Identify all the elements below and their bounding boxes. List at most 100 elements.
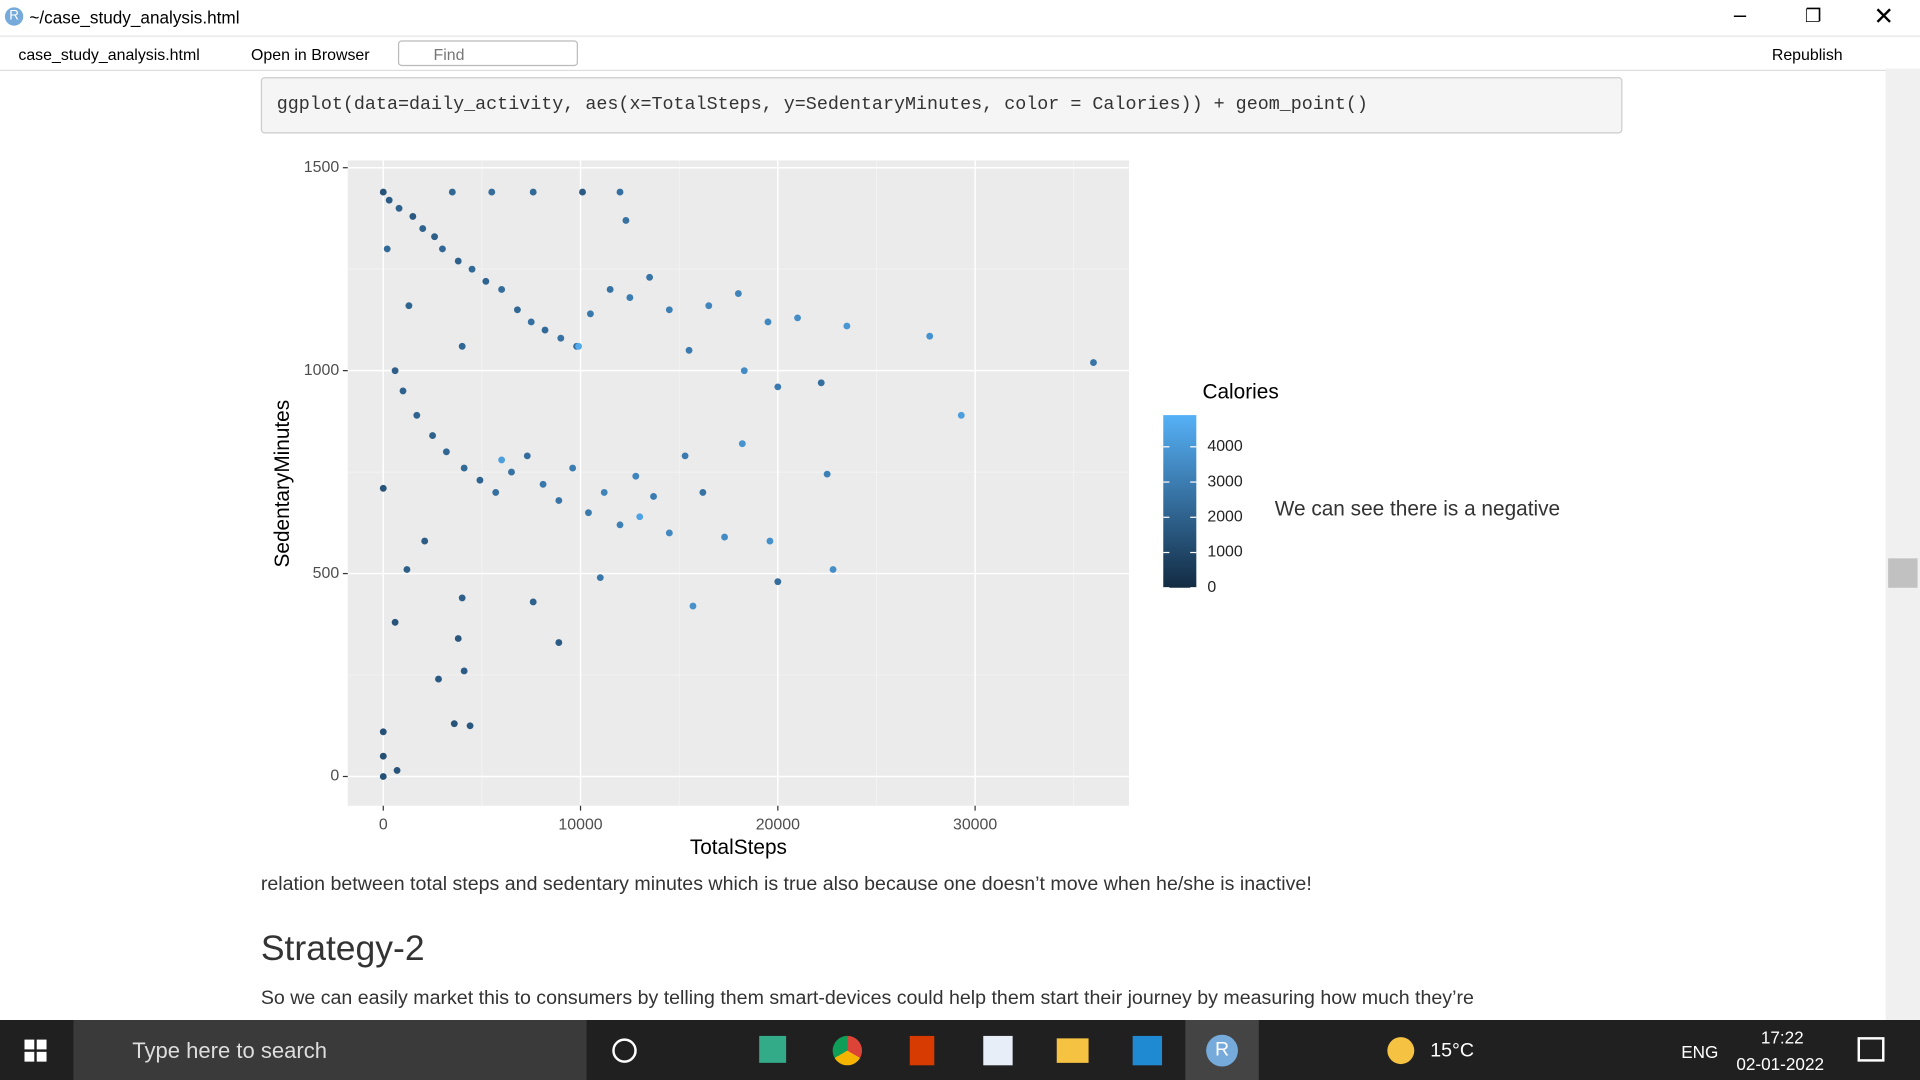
tableau[interactable] <box>983 1035 1013 1066</box>
heading: Strategy-2 <box>260 929 425 969</box>
point <box>738 440 746 448</box>
open-in-browser[interactable]: Open in Browser <box>251 45 370 64</box>
vscode[interactable] <box>1132 1035 1163 1066</box>
colorbar-label: 4000 <box>1207 438 1243 455</box>
point <box>529 598 537 606</box>
point <box>740 367 748 375</box>
clock-date[interactable]: 02-01-2022 <box>1736 1054 1825 1074</box>
title-bar: R ~/case_study_analysis.html – ❐ ✕ <box>0 0 1920 35</box>
point <box>498 286 506 293</box>
search-box[interactable]: Type here to search <box>73 1020 587 1080</box>
start[interactable] <box>24 1039 47 1062</box>
point <box>439 245 446 253</box>
point <box>391 367 399 375</box>
x-tick-label: 10000 <box>558 817 602 834</box>
point <box>817 379 825 387</box>
colorbar-label: 0 <box>1207 579 1216 596</box>
point <box>626 294 634 302</box>
code-block: ggplot(data=daily_activity, aes(x=TotalS… <box>260 77 1623 134</box>
rstudio[interactable]: R <box>1185 1020 1259 1080</box>
point <box>665 306 673 314</box>
close[interactable]: ✕ <box>1873 3 1894 31</box>
republish[interactable]: Republish <box>1771 45 1843 64</box>
plot: 0 10000 20000 30000 0 500 1000 1500 <box>304 159 1129 834</box>
point <box>774 383 782 391</box>
scrollbar[interactable] <box>1885 68 1920 1021</box>
point <box>665 529 673 537</box>
point <box>586 310 594 318</box>
point <box>468 265 476 273</box>
y-tick-label: 500 <box>313 565 340 582</box>
point <box>458 594 466 602</box>
tab[interactable]: case_study_analysis.html <box>18 45 200 64</box>
point <box>492 488 500 496</box>
y-tick-label: 1000 <box>304 362 340 379</box>
point <box>399 387 407 395</box>
point <box>600 488 608 496</box>
window-title: ~/case_study_analysis.html <box>29 7 240 27</box>
point <box>794 314 801 322</box>
colorbar-label: 1000 <box>1207 544 1243 561</box>
point <box>435 675 442 683</box>
chrome[interactable] <box>832 1035 863 1066</box>
point <box>385 196 393 204</box>
point <box>431 233 438 241</box>
minimize[interactable]: – <box>1733 2 1747 27</box>
y-tick-label: 0 <box>330 768 339 785</box>
point <box>458 342 466 350</box>
cortana[interactable] <box>612 1038 637 1063</box>
point <box>650 493 657 500</box>
language[interactable]: ENG <box>1681 1042 1719 1062</box>
point <box>823 470 831 478</box>
restore[interactable]: ❐ <box>1804 6 1822 27</box>
point <box>646 273 654 281</box>
app-icon[interactable] <box>759 1035 787 1063</box>
point <box>466 722 474 730</box>
point <box>705 302 713 310</box>
point <box>421 537 429 545</box>
notifications[interactable] <box>1857 1037 1885 1062</box>
point <box>508 468 515 476</box>
point <box>632 472 640 480</box>
panel <box>347 160 1129 806</box>
r-icon: R <box>4 7 24 26</box>
point <box>379 728 387 736</box>
point <box>513 306 521 314</box>
y-tick-label: 1500 <box>304 159 340 176</box>
explorer[interactable] <box>1056 1038 1089 1063</box>
x-tick-label: 0 <box>379 817 388 834</box>
r-icon: R <box>1206 1034 1238 1067</box>
point <box>488 188 496 196</box>
point <box>606 286 614 293</box>
point <box>448 188 456 196</box>
point <box>409 212 417 220</box>
office[interactable] <box>909 1035 935 1066</box>
point <box>596 574 604 582</box>
point <box>685 346 693 354</box>
point <box>585 509 592 517</box>
point <box>689 602 697 610</box>
point <box>523 452 531 460</box>
point <box>926 332 934 340</box>
point <box>569 464 577 472</box>
clock-time[interactable]: 17:22 <box>1760 1027 1804 1047</box>
point <box>541 326 549 334</box>
point <box>393 766 401 774</box>
toolbar: case_study_analysis.html Open in Browser… <box>0 35 1920 72</box>
temperature: 15°C <box>1430 1040 1474 1062</box>
point <box>616 188 624 196</box>
point <box>766 537 774 545</box>
point <box>413 411 421 419</box>
point <box>557 334 565 342</box>
scroll-thumb[interactable] <box>1888 558 1918 588</box>
point <box>460 464 468 472</box>
weather-icon <box>1387 1037 1415 1065</box>
point <box>579 188 586 196</box>
point <box>442 448 450 456</box>
paragraph: So we can easily market this to consumer… <box>260 988 1474 1009</box>
point <box>454 257 462 265</box>
taskbar: Type here to search R 15°C ENG 17:22 02-… <box>0 1020 1920 1080</box>
find-box[interactable]: Find <box>397 40 578 67</box>
